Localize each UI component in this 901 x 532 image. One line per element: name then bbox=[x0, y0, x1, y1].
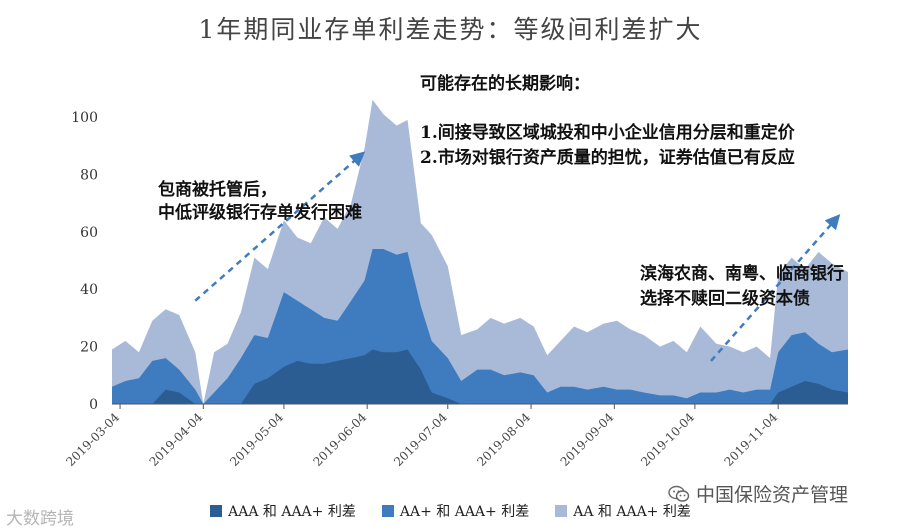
x-tick-label-2019-05-04: 2019-05-04 bbox=[227, 410, 286, 469]
legend: AAA 和 AAA+ 利差 AA+ 和 AAA+ 利差 AA 和 AAA+ 利差 bbox=[0, 501, 901, 521]
wechat-icon bbox=[668, 485, 690, 502]
area-aaa-spread bbox=[112, 349, 848, 404]
annotation-banks-line-2: 选择不赎回二级资本债 bbox=[640, 289, 810, 309]
y-tick-label-80: 80 bbox=[80, 167, 98, 183]
y-tick-label-20: 20 bbox=[80, 340, 98, 356]
y-tick-label-0: 0 bbox=[89, 397, 98, 413]
watermark-right: 中国保险资产管理 bbox=[668, 480, 848, 507]
legend-label-aa: AA 和 AAA+ 利差 bbox=[573, 504, 691, 520]
x-tick-label-2019-09-04: 2019-09-04 bbox=[558, 410, 617, 469]
annotation-long-term-heading: 可能存在的长期影响： bbox=[420, 74, 590, 94]
watermark-right-text: 中国保险资产管理 bbox=[696, 484, 849, 506]
annotation-baoshang-line-2: 中低评级银行存单发行困难 bbox=[158, 203, 362, 223]
x-tick-label-2019-06-04: 2019-06-04 bbox=[310, 410, 369, 469]
watermark-left: 大数跨境 bbox=[6, 504, 74, 529]
x-tick-label-2019-08-04: 2019-08-04 bbox=[474, 410, 533, 469]
legend-swatch-aa-plus bbox=[381, 505, 394, 517]
y-tick-label-60: 60 bbox=[80, 225, 98, 241]
x-tick-label-2019-11-04: 2019-11-04 bbox=[721, 410, 780, 469]
legend-item-aaa: AAA 和 AAA+ 利差 bbox=[210, 501, 356, 521]
legend-swatch-aaa bbox=[210, 505, 223, 517]
y-tick-label-100: 100 bbox=[71, 110, 98, 126]
x-tick-label-2019-10-04: 2019-10-04 bbox=[638, 410, 697, 469]
annotation-banks-line-1: 滨海农商、南粤、临商银行 bbox=[640, 264, 844, 284]
legend-item-aa: AA 和 AAA+ 利差 bbox=[555, 501, 691, 521]
annotation-long-term-point-2: 2.市场对银行资产质量的担忧，证券估值已有反应 bbox=[420, 148, 795, 168]
legend-item-aa-plus: AA+ 和 AAA+ 利差 bbox=[381, 501, 530, 521]
annotation-long-term-point-1: 1.间接导致区域城投和中小企业信用分层和重定价 bbox=[420, 123, 795, 143]
trend-arrow-1 bbox=[194, 151, 366, 302]
legend-label-aaa: AAA 和 AAA+ 利差 bbox=[228, 504, 356, 520]
chart-title: 1年期同业存单利差走势：等级间利差扩大 bbox=[198, 15, 703, 44]
legend-label-aa-plus: AA+ 和 AAA+ 利差 bbox=[399, 504, 530, 520]
x-tick-label-2019-04-04: 2019-04-04 bbox=[147, 410, 206, 469]
legend-swatch-aa bbox=[555, 505, 568, 517]
x-tick-label-2019-03-04: 2019-03-04 bbox=[63, 410, 122, 469]
watermark-left-text: 大数跨境 bbox=[6, 509, 74, 529]
area-layer bbox=[112, 99, 848, 405]
arrow-layer bbox=[194, 151, 841, 362]
x-tick-label-2019-07-04: 2019-07-04 bbox=[391, 410, 450, 469]
y-tick-label-40: 40 bbox=[80, 282, 98, 298]
annotation-baoshang-line-1: 包商被托管后， bbox=[158, 180, 277, 200]
trend-arrow-2 bbox=[710, 214, 841, 362]
